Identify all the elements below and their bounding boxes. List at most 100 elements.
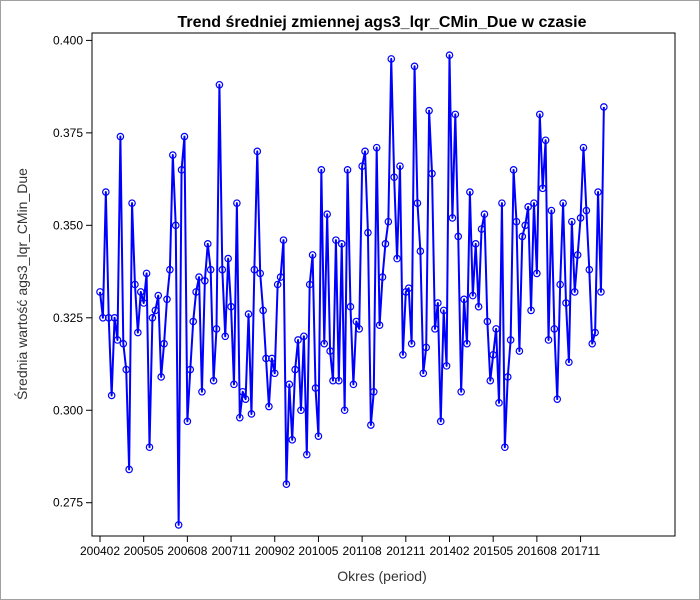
y-tick-label: 0.275 xyxy=(53,496,83,510)
x-tick-label: 200402 xyxy=(80,544,120,558)
data-point xyxy=(492,325,500,333)
data-point xyxy=(372,143,381,152)
data-point xyxy=(177,166,186,174)
data-point xyxy=(230,380,238,389)
data-point xyxy=(136,288,145,296)
data-point xyxy=(559,199,567,207)
data-point xyxy=(297,406,305,415)
data-point xyxy=(169,151,177,159)
y-tick-label: 0.300 xyxy=(53,403,83,417)
x-tick-label: 200711 xyxy=(211,544,250,558)
data-point xyxy=(422,343,431,352)
data-point xyxy=(259,306,267,315)
data-point xyxy=(399,350,407,359)
data-point xyxy=(247,410,256,418)
data-point xyxy=(279,236,288,244)
y-axis: 0.275 0.300 0.325 0.350 0.375 0.400 xyxy=(53,33,92,510)
data-point xyxy=(221,332,230,341)
chart-title: Trend średniej zmiennej ags3_lqr_CMin_Du… xyxy=(177,14,586,31)
data-point xyxy=(352,317,361,326)
data-point xyxy=(256,269,264,278)
data-point xyxy=(503,373,512,381)
y-tick-label: 0.325 xyxy=(53,311,83,325)
x-tick-label: 200505 xyxy=(124,544,164,558)
data-point xyxy=(317,166,326,174)
data-point xyxy=(215,80,224,89)
data-point xyxy=(431,325,439,333)
data-point xyxy=(378,273,387,281)
data-point xyxy=(477,225,486,233)
data-point xyxy=(218,265,227,274)
x-tick-label: 200902 xyxy=(255,544,295,558)
data-point xyxy=(302,450,311,459)
data-point xyxy=(238,387,247,396)
data-point xyxy=(116,132,125,141)
data-point xyxy=(314,432,323,440)
data-point xyxy=(524,203,532,211)
data-point xyxy=(506,336,515,344)
data-point xyxy=(233,199,241,207)
data-point xyxy=(530,199,538,207)
data-point xyxy=(160,339,168,348)
series-layer xyxy=(96,51,608,529)
data-point xyxy=(335,376,343,385)
data-point xyxy=(544,336,553,344)
data-point xyxy=(113,336,122,344)
data-point xyxy=(594,188,602,196)
data-point xyxy=(96,288,104,296)
data-point xyxy=(128,199,136,207)
data-point xyxy=(244,310,253,318)
data-point xyxy=(451,110,460,119)
data-point xyxy=(270,369,279,378)
data-point xyxy=(413,199,422,207)
data-point xyxy=(553,395,562,403)
data-point xyxy=(107,391,116,400)
x-tick-label: 201005 xyxy=(298,544,338,558)
data-point xyxy=(355,325,364,333)
data-point xyxy=(448,214,457,222)
data-point xyxy=(367,421,375,429)
data-point xyxy=(565,358,573,366)
data-point xyxy=(163,295,171,304)
data-point xyxy=(466,188,474,196)
data-point xyxy=(346,302,355,311)
data-point xyxy=(206,265,215,274)
data-point xyxy=(227,302,235,311)
x-axis: 200402 200505 200608 200711 200902 201005 2011… xyxy=(80,536,600,558)
data-point xyxy=(343,166,352,174)
data-point xyxy=(340,406,349,415)
y-tick-label: 0.375 xyxy=(53,126,83,140)
data-point xyxy=(468,291,477,300)
data-point xyxy=(390,173,398,182)
data-point xyxy=(148,313,157,322)
data-point xyxy=(122,365,131,374)
data-point xyxy=(562,299,570,307)
data-point xyxy=(442,362,451,370)
data-point xyxy=(518,232,527,241)
data-point xyxy=(282,480,291,489)
data-point xyxy=(428,169,436,178)
data-point xyxy=(404,284,413,293)
data-point xyxy=(224,254,232,263)
data-point xyxy=(212,325,221,333)
data-point xyxy=(439,306,448,315)
data-point xyxy=(288,436,297,444)
data-point xyxy=(308,251,317,259)
data-point xyxy=(174,521,183,529)
data-point xyxy=(192,288,200,296)
data-point xyxy=(454,232,463,241)
data-point xyxy=(265,402,273,411)
data-point xyxy=(364,228,372,237)
data-point xyxy=(241,395,250,403)
data-point xyxy=(550,325,559,333)
x-tick-label: 201108 xyxy=(343,544,382,558)
data-point xyxy=(268,354,276,363)
data-point xyxy=(253,147,262,156)
data-point xyxy=(579,143,588,152)
x-tick-label: 201505 xyxy=(473,544,513,558)
data-point xyxy=(512,217,521,226)
data-point xyxy=(521,221,530,230)
data-point xyxy=(436,417,445,426)
data-point xyxy=(457,387,465,396)
series-line xyxy=(99,54,605,526)
